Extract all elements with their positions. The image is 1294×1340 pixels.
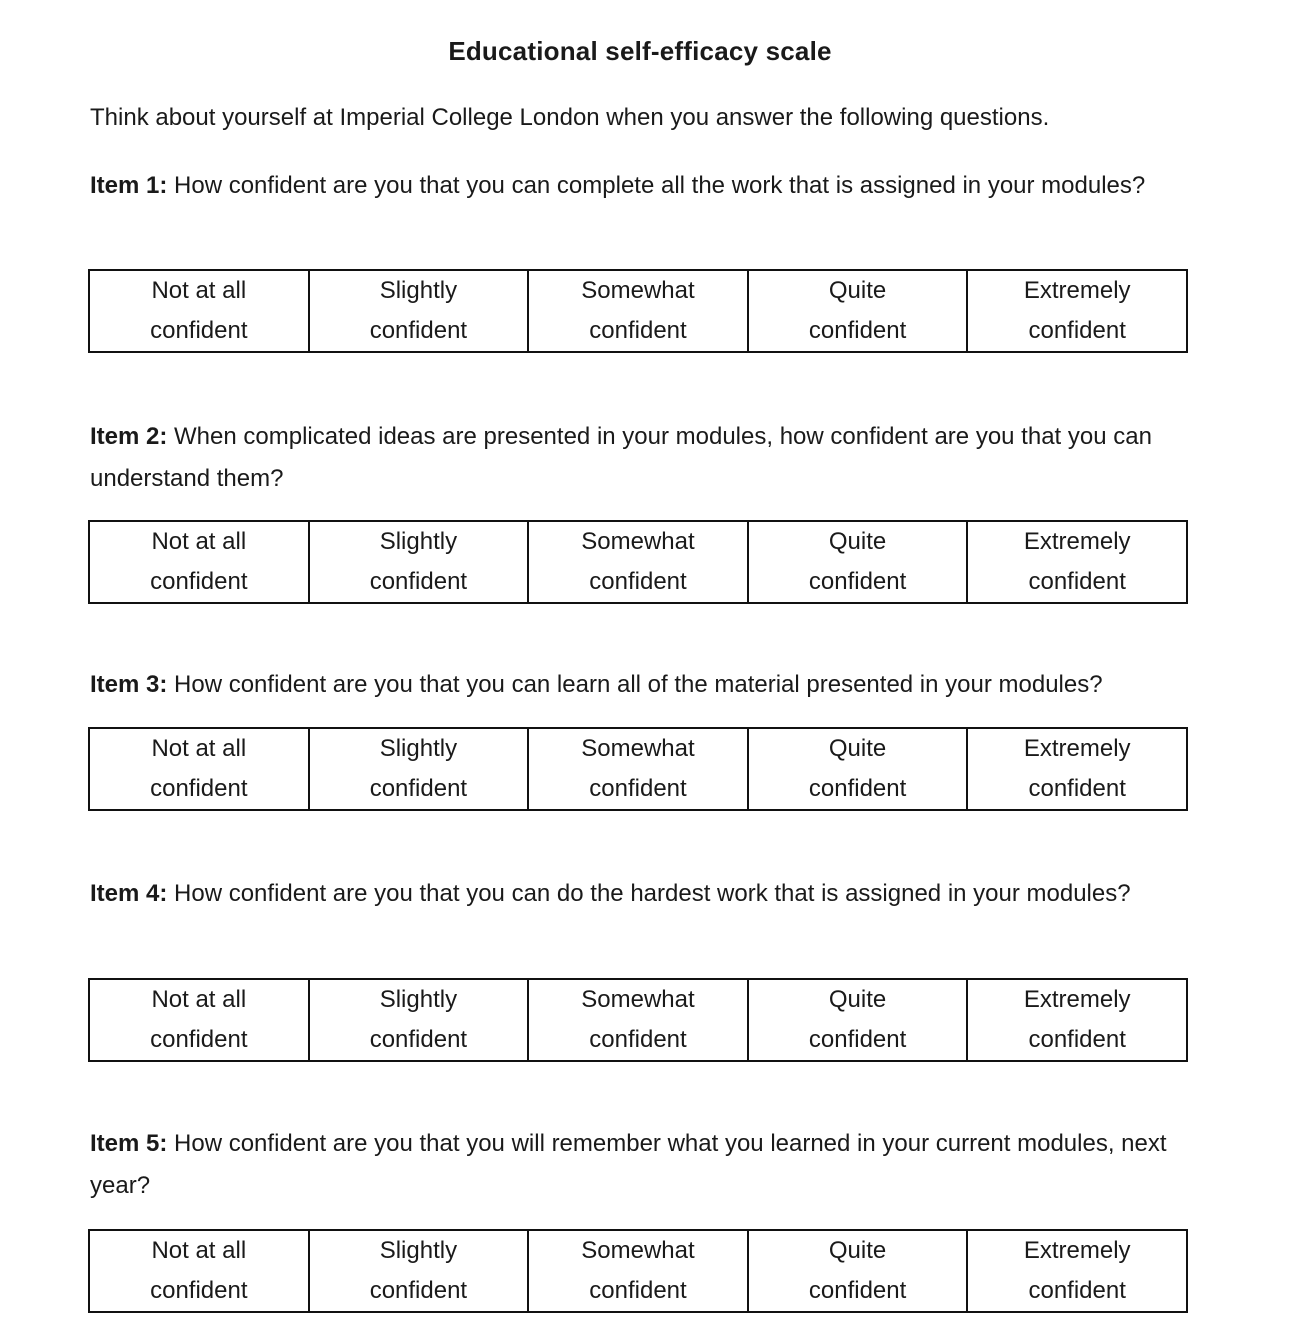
item-label: Item 2: [90,423,168,450]
option-cell[interactable]: Not at all confident [88,727,310,811]
item-question-text: How confident are you that you can compl… [174,172,1146,199]
item-question-text: How confident are you that you can do th… [174,880,1131,907]
option-cell[interactable]: Not at all confident [88,978,310,1062]
response-row: Not at all confident Slightly confident So… [88,727,1188,811]
option-cell[interactable]: Quite confident [746,727,969,811]
survey-item-3: Item 3: How confident are you that you c… [88,664,1199,811]
response-scale: Not at all confident Slightly confident So… [88,520,1188,604]
item-question: Item 1: How confident are you that you c… [90,165,1180,207]
survey-item-4: Item 4: How confident are you that you c… [88,873,1199,1062]
item-question-text: How confident are you that you can learn… [174,671,1103,698]
response-row: Not at all confident Slightly confident So… [88,520,1188,604]
option-cell[interactable]: Extremely confident [966,727,1188,811]
item-question: Item 4: How confident are you that you c… [90,873,1180,915]
item-label: Item 5: [90,1130,168,1157]
survey-item-1: Item 1: How confident are you that you c… [88,165,1199,353]
option-cell[interactable]: Not at all confident [88,1229,310,1313]
response-scale: Not at all confident Slightly confident So… [88,727,1188,811]
page-title: Educational self-efficacy scale [448,36,832,66]
response-row: Not at all confident Slightly confident So… [88,1229,1188,1313]
item-question: Item 3: How confident are you that you c… [90,664,1180,706]
survey-item-2: Item 2: When complicated ideas are prese… [88,416,1199,604]
response-row: Not at all confident Slightly confident So… [88,978,1188,1062]
response-row: Not at all confident Slightly confident So… [88,269,1188,353]
option-cell[interactable]: Not at all confident [88,269,310,353]
option-cell[interactable]: Quite confident [746,520,969,604]
option-cell[interactable]: Extremely confident [966,269,1188,353]
option-cell[interactable]: Slightly confident [307,269,530,353]
option-cell[interactable]: Slightly confident [307,520,530,604]
option-cell[interactable]: Quite confident [746,978,969,1062]
option-cell[interactable]: Somewhat confident [527,269,749,353]
option-cell[interactable]: Not at all confident [88,520,310,604]
item-label: Item 4: [90,880,168,907]
item-question: Item 2: When complicated ideas are prese… [90,416,1180,500]
option-cell[interactable]: Quite confident [746,1229,969,1313]
item-question-text: When complicated ideas are presented in … [90,423,1152,492]
option-cell[interactable]: Quite confident [746,269,969,353]
item-label: Item 1: [90,172,168,199]
option-cell[interactable]: Extremely confident [966,978,1188,1062]
response-scale: Not at all confident Slightly confident So… [88,1229,1188,1313]
option-cell[interactable]: Slightly confident [307,978,530,1062]
option-cell[interactable]: Somewhat confident [527,727,749,811]
response-scale: Not at all confident Slightly confident So… [88,269,1188,353]
option-cell[interactable]: Slightly confident [307,1229,530,1313]
response-scale: Not at all confident Slightly confident So… [88,978,1188,1062]
option-cell[interactable]: Extremely confident [966,1229,1188,1313]
option-cell[interactable]: Somewhat confident [527,520,749,604]
option-cell[interactable]: Extremely confident [966,520,1188,604]
survey-item-5: Item 5: How confident are you that you w… [88,1123,1199,1313]
item-question: Item 5: How confident are you that you w… [90,1123,1180,1207]
option-cell[interactable]: Slightly confident [307,727,530,811]
option-cell[interactable]: Somewhat confident [527,1229,749,1313]
item-label: Item 3: [90,671,168,698]
item-question-text: How confident are you that you will reme… [90,1130,1167,1199]
option-cell[interactable]: Somewhat confident [527,978,749,1062]
intro-text: Think about yourself at Imperial College… [90,104,1050,131]
